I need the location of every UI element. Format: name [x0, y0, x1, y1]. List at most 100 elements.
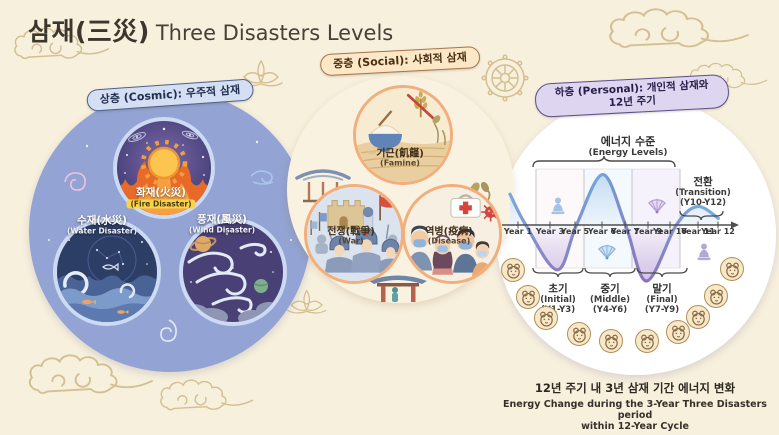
- disease-illustration: [405, 187, 499, 281]
- galaxy-icon: [128, 132, 146, 142]
- x-tick-label: Year 12: [701, 227, 735, 236]
- wave-curl: [63, 271, 89, 296]
- caption-korean: 12년 주기 내 3년 삼재 기간 에너지 변화: [534, 381, 736, 395]
- wave-swirl-icon: [250, 170, 274, 185]
- transition-brace: [679, 210, 724, 221]
- conch-icon: [160, 319, 177, 342]
- famine-illustration: [356, 88, 450, 182]
- energy-levels-title-ko: 에너지 수준: [600, 135, 656, 148]
- planet-icon: [254, 279, 268, 293]
- phase-label-2: 중기 (Middle) (Y4-Y6): [575, 283, 645, 315]
- zodiac-snake-icon: [635, 329, 659, 353]
- famine-label-ko: 기근(飢饉): [376, 148, 424, 160]
- social-circle: [287, 76, 514, 303]
- cloud-icon: [609, 8, 749, 49]
- fish-icon: [102, 262, 119, 272]
- masked-person-icon: [453, 228, 479, 273]
- water-disaster-lobe: [53, 218, 161, 326]
- zodiac-dragon-icon: [599, 329, 623, 353]
- phase-label-1: 초기 (Initial) (Y1-Y3): [523, 283, 593, 315]
- wave-curl-2: [119, 283, 136, 299]
- fish-icon: [82, 299, 129, 314]
- phase-years: (Y4-Y6): [592, 305, 628, 316]
- water-disaster-label-en: (Water Disaster): [66, 226, 138, 236]
- masked-person-icon: [432, 235, 454, 275]
- wind-disaster-label-en: (Wind Disaster): [188, 225, 256, 235]
- fire-disaster-label-ko: 화재(火災): [136, 186, 186, 199]
- zodiac-goat-icon: [686, 305, 710, 329]
- x-axis: [502, 221, 731, 229]
- transition-label-en: (Transition): [675, 188, 731, 199]
- transition-label-ko: 전환: [693, 176, 713, 188]
- transition-label-years: (Y10-Y12): [679, 198, 726, 209]
- phase-english: (Final): [646, 295, 678, 306]
- buddha-icon: [551, 197, 565, 215]
- sun-icon: [140, 139, 188, 187]
- x-tick-label: Year 5: [560, 227, 590, 236]
- war-label-en: (War): [338, 236, 364, 246]
- x-tick-label: Year 3: [535, 227, 565, 236]
- phase-years: (Y1-Y3): [540, 305, 576, 316]
- wind-disaster-lobe: [179, 218, 287, 326]
- zodiac-ox-icon: [516, 285, 540, 309]
- fan-icon: [598, 244, 616, 260]
- stars: [124, 127, 205, 176]
- phase-korean: 중기: [600, 283, 620, 295]
- zodiac-rooster-icon: [704, 284, 728, 308]
- caption-english-line1: Energy Change during the 3-Year Three Di…: [503, 399, 767, 422]
- castle-icon: [327, 200, 374, 230]
- person-icon: [392, 287, 398, 302]
- soldier-icon: [324, 235, 354, 273]
- disease-label-ko: 역병(疫病): [425, 226, 473, 238]
- cloud-icon: [160, 379, 254, 411]
- x-tick-label: Year 1: [503, 227, 533, 236]
- x-tick-label: Year 10: [653, 227, 687, 236]
- fire-disaster-label-en: (Fire Disaster): [126, 199, 196, 209]
- dharma-wheel-icon: [481, 54, 529, 102]
- x-tick-label: Year 7: [610, 227, 640, 236]
- energy-wave-line: [508, 172, 720, 283]
- zodiac-tiger-icon: [534, 306, 558, 330]
- x-tick-label: Year 9: [633, 227, 663, 236]
- phase-label-3: 말기 (Final) (Y7-Y9): [627, 283, 697, 315]
- caption-english-line2: within 12-Year Cycle: [581, 421, 689, 433]
- transition-label: 전환 (Transition) (Y10-Y12): [665, 176, 741, 208]
- title-english: Three Disasters Levels: [155, 21, 394, 45]
- caption-english: Energy Change during the 3-Year Three Di…: [490, 399, 779, 433]
- gate-icon: [369, 275, 427, 302]
- rice-bowl-icon: [367, 110, 402, 156]
- famine-lobe: [353, 85, 453, 185]
- x-tick-label: Year 6: [587, 227, 617, 236]
- spear-icon: [327, 224, 390, 242]
- phase-english: (Middle): [590, 295, 630, 306]
- fan-icon: [648, 198, 666, 214]
- disease-lobe: [402, 184, 502, 284]
- phase-english: (Initial): [540, 295, 576, 306]
- saturn-icon: [189, 236, 217, 252]
- galaxy-icon: [181, 130, 199, 140]
- phase-korean: 초기: [548, 283, 568, 295]
- energy-cycle-chart: [502, 155, 739, 283]
- wind-illustration: [183, 222, 283, 322]
- bottom-caption: 12년 주기 내 3년 삼재 기간 에너지 변화 Energy Change d…: [490, 380, 779, 433]
- crossed-wheat-icon: [406, 90, 435, 120]
- energy-levels-title-en: (Energy Levels): [588, 148, 668, 158]
- energy-wave-fill: [510, 174, 719, 281]
- conch-icon: [64, 172, 86, 191]
- zodiac-rabbit-icon: [567, 322, 591, 346]
- wind-disaster-label-ko: 풍재(風災): [197, 213, 247, 226]
- phase-years: (Y7-Y9): [644, 305, 680, 316]
- zodiac-rat-icon: [501, 258, 525, 282]
- war-label-ko: 전쟁(戰爭): [327, 226, 375, 238]
- zodiac-horse-icon: [666, 320, 690, 344]
- energy-levels-overbrace: [532, 155, 676, 168]
- zodiac-pig-icon: [720, 257, 744, 281]
- x-axis-arrow: [731, 221, 739, 229]
- blue-banner-icon: [310, 212, 327, 236]
- cosmic-decorations: [48, 140, 292, 342]
- buddha-icon: [697, 243, 711, 261]
- page-title: 삼재(三災) Three Disasters Levels: [28, 12, 393, 48]
- first-aid-kit-icon: [450, 194, 481, 218]
